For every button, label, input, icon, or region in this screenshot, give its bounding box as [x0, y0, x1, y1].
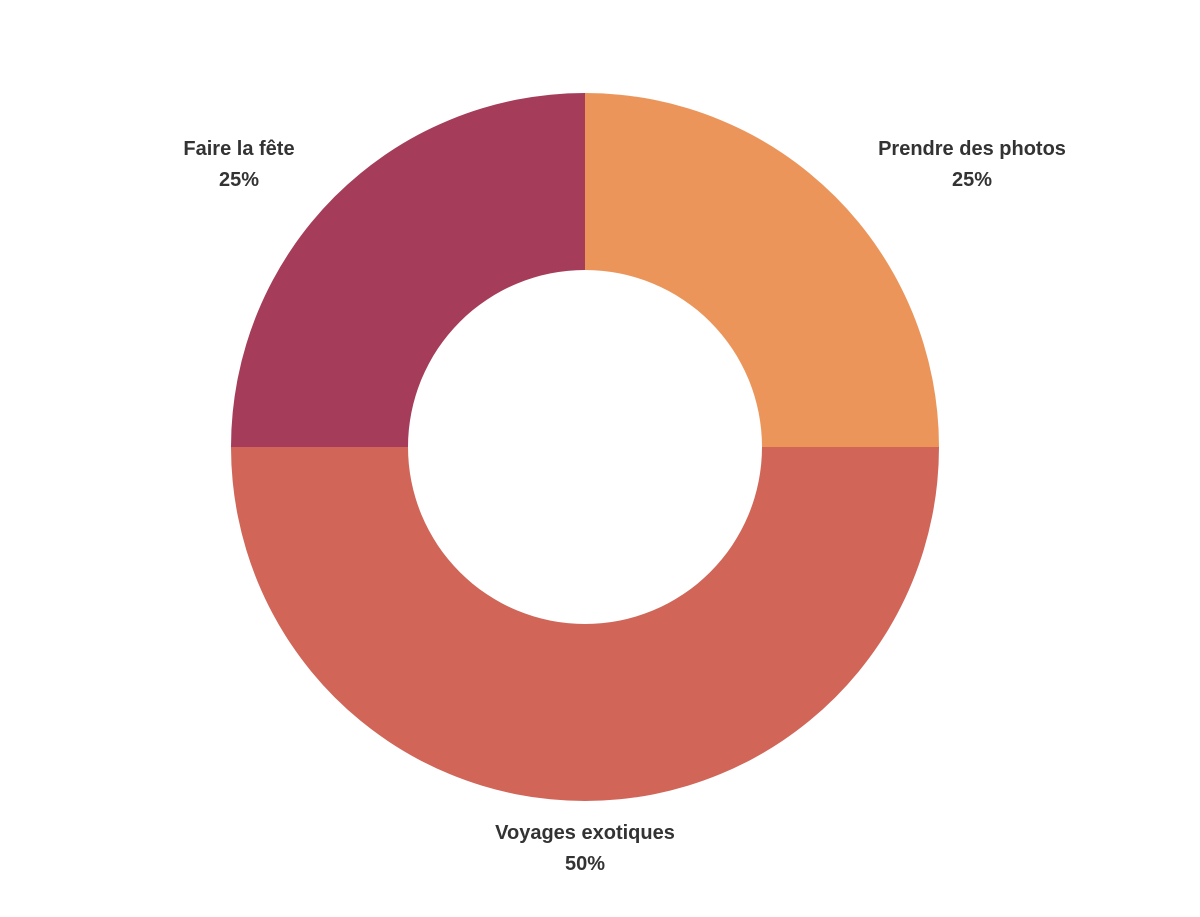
slice-prendre-des-photos	[585, 93, 939, 447]
slice-percent-label: 50%	[565, 853, 605, 875]
slice-percent-label: 25%	[952, 169, 992, 191]
slice-label: Voyages exotiques	[495, 822, 675, 844]
slice-label: Prendre des photos	[878, 138, 1066, 160]
slice-percent-label: 25%	[219, 169, 259, 191]
slice-faire-la-f-te	[231, 93, 585, 447]
slice-label: Faire la fête	[183, 138, 294, 160]
slice-voyages-exotiques	[231, 447, 939, 801]
